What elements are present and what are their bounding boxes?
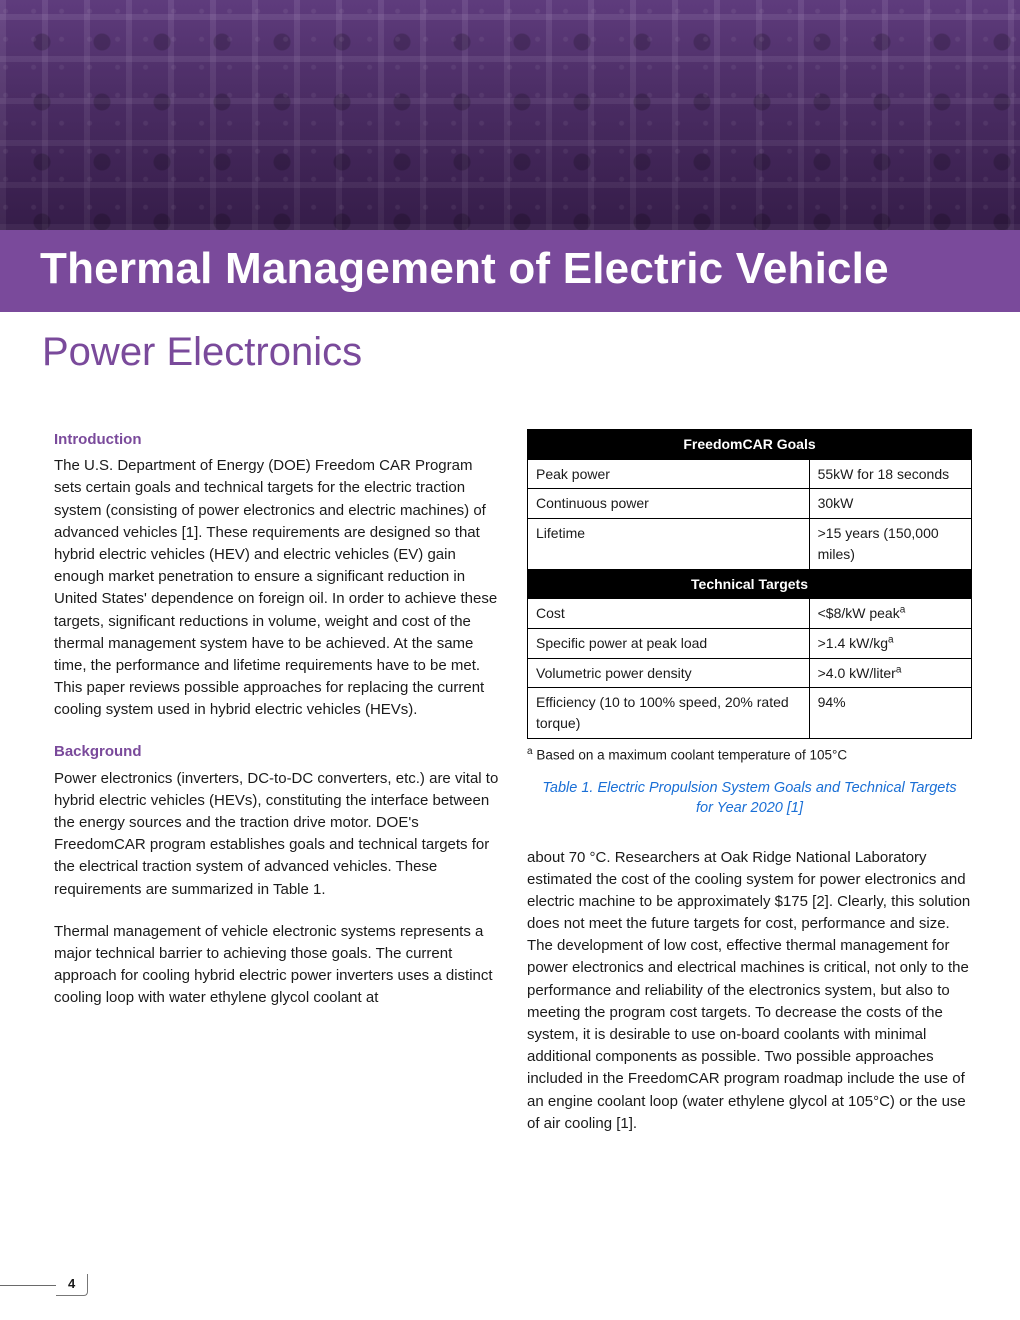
title-bar: Thermal Management of Electric Vehicle xyxy=(0,230,1020,312)
cell-value: >15 years (150,000 miles) xyxy=(809,519,971,569)
cell-value: >4.0 kW/litera xyxy=(809,658,971,688)
table-row: Volumetric power density >4.0 kW/litera xyxy=(528,658,972,688)
cell-label: Specific power at peak load xyxy=(528,629,810,659)
cell-value: 94% xyxy=(809,688,971,738)
cell-label: Volumetric power density xyxy=(528,658,810,688)
column2-paragraph: about 70 °C. Researchers at Oak Ridge Na… xyxy=(527,847,972,1135)
cell-value: <$8/kW peaka xyxy=(809,599,971,629)
page-subtitle: Power Electronics xyxy=(0,312,1020,375)
table-header: Technical Targets xyxy=(528,569,972,599)
table-header: FreedomCAR Goals xyxy=(528,430,972,460)
cell-text: <$8/kW peak xyxy=(818,605,900,621)
cell-text: >1.4 kW/kg xyxy=(818,635,888,651)
cell-label: Lifetime xyxy=(528,519,810,569)
column-right: FreedomCAR Goals Peak power 55kW for 18 … xyxy=(527,429,972,1155)
table-row: Cost <$8/kW peaka xyxy=(528,599,972,629)
footer-line xyxy=(0,1285,56,1286)
footnote-mark: a xyxy=(900,605,906,616)
intro-heading: Introduction xyxy=(54,429,499,451)
intro-paragraph: The U.S. Department of Energy (DOE) Free… xyxy=(54,455,499,721)
table-caption: Table 1. Electric Propulsion System Goal… xyxy=(537,778,962,819)
cell-text: >4.0 kW/liter xyxy=(818,665,896,681)
footnote-text: Based on a maximum coolant temperature o… xyxy=(533,747,848,762)
cell-value: 55kW for 18 seconds xyxy=(809,459,971,489)
background-paragraph-2: Thermal management of vehicle electronic… xyxy=(54,921,499,1010)
table-footnote: a Based on a maximum coolant temperature… xyxy=(527,745,972,764)
footnote-mark: a xyxy=(888,634,894,645)
page: Thermal Management of Electric Vehicle P… xyxy=(0,0,1020,1320)
content-columns: Introduction The U.S. Department of Ener… xyxy=(0,375,1020,1155)
page-number: 4 xyxy=(56,1274,88,1296)
table-row: Peak power 55kW for 18 seconds xyxy=(528,459,972,489)
table-row: Specific power at peak load >1.4 kW/kga xyxy=(528,629,972,659)
column-left: Introduction The U.S. Department of Ener… xyxy=(54,429,499,1155)
table-row: Continuous power 30kW xyxy=(528,489,972,519)
cell-label: Continuous power xyxy=(528,489,810,519)
cell-label: Peak power xyxy=(528,459,810,489)
table-row: Lifetime >15 years (150,000 miles) xyxy=(528,519,972,569)
cell-label: Cost xyxy=(528,599,810,629)
banner-graphic xyxy=(0,0,1020,230)
page-footer: 4 xyxy=(0,1274,88,1296)
goals-table: FreedomCAR Goals Peak power 55kW for 18 … xyxy=(527,429,972,739)
cell-value: >1.4 kW/kga xyxy=(809,629,971,659)
background-heading: Background xyxy=(54,741,499,763)
page-title: Thermal Management of Electric Vehicle xyxy=(40,244,980,294)
cell-text: 94% xyxy=(818,694,846,710)
background-paragraph-1: Power electronics (inverters, DC-to-DC c… xyxy=(54,768,499,901)
cell-value: 30kW xyxy=(809,489,971,519)
cell-label: Efficiency (10 to 100% speed, 20% rated … xyxy=(528,688,810,738)
footnote-mark: a xyxy=(896,664,902,675)
table-row: Efficiency (10 to 100% speed, 20% rated … xyxy=(528,688,972,738)
